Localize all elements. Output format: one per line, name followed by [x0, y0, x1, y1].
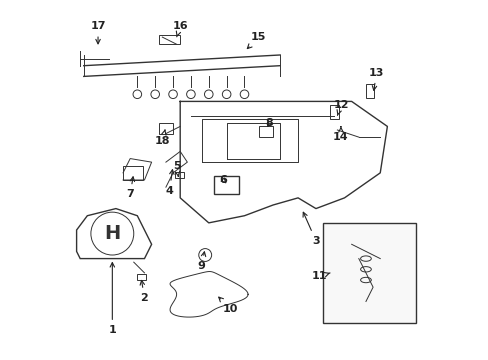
Text: 5: 5: [172, 161, 180, 176]
Bar: [258, 126, 272, 137]
Text: 14: 14: [332, 127, 348, 142]
Text: 3: 3: [303, 212, 319, 246]
Text: 9: 9: [197, 252, 205, 271]
Bar: [123, 166, 142, 180]
Text: 16: 16: [172, 21, 187, 37]
Bar: [159, 123, 173, 134]
Text: 7: 7: [126, 177, 134, 199]
Bar: [329, 105, 339, 119]
Text: 12: 12: [332, 100, 348, 116]
Bar: [365, 84, 373, 98]
Text: 17: 17: [90, 21, 105, 44]
Text: 18: 18: [154, 130, 170, 146]
Text: 6: 6: [219, 175, 226, 185]
Bar: [137, 274, 146, 280]
Text: 10: 10: [218, 297, 238, 314]
Bar: [175, 172, 183, 178]
Bar: [323, 223, 415, 323]
Text: 1: 1: [108, 262, 116, 335]
Text: 2: 2: [140, 280, 148, 303]
Bar: [159, 35, 180, 44]
Text: 4: 4: [165, 170, 174, 196]
Text: H: H: [104, 224, 120, 243]
Text: 13: 13: [368, 68, 384, 90]
Text: 8: 8: [265, 118, 273, 128]
Text: 11: 11: [311, 271, 329, 282]
Text: 15: 15: [247, 32, 266, 49]
Bar: [214, 176, 239, 194]
